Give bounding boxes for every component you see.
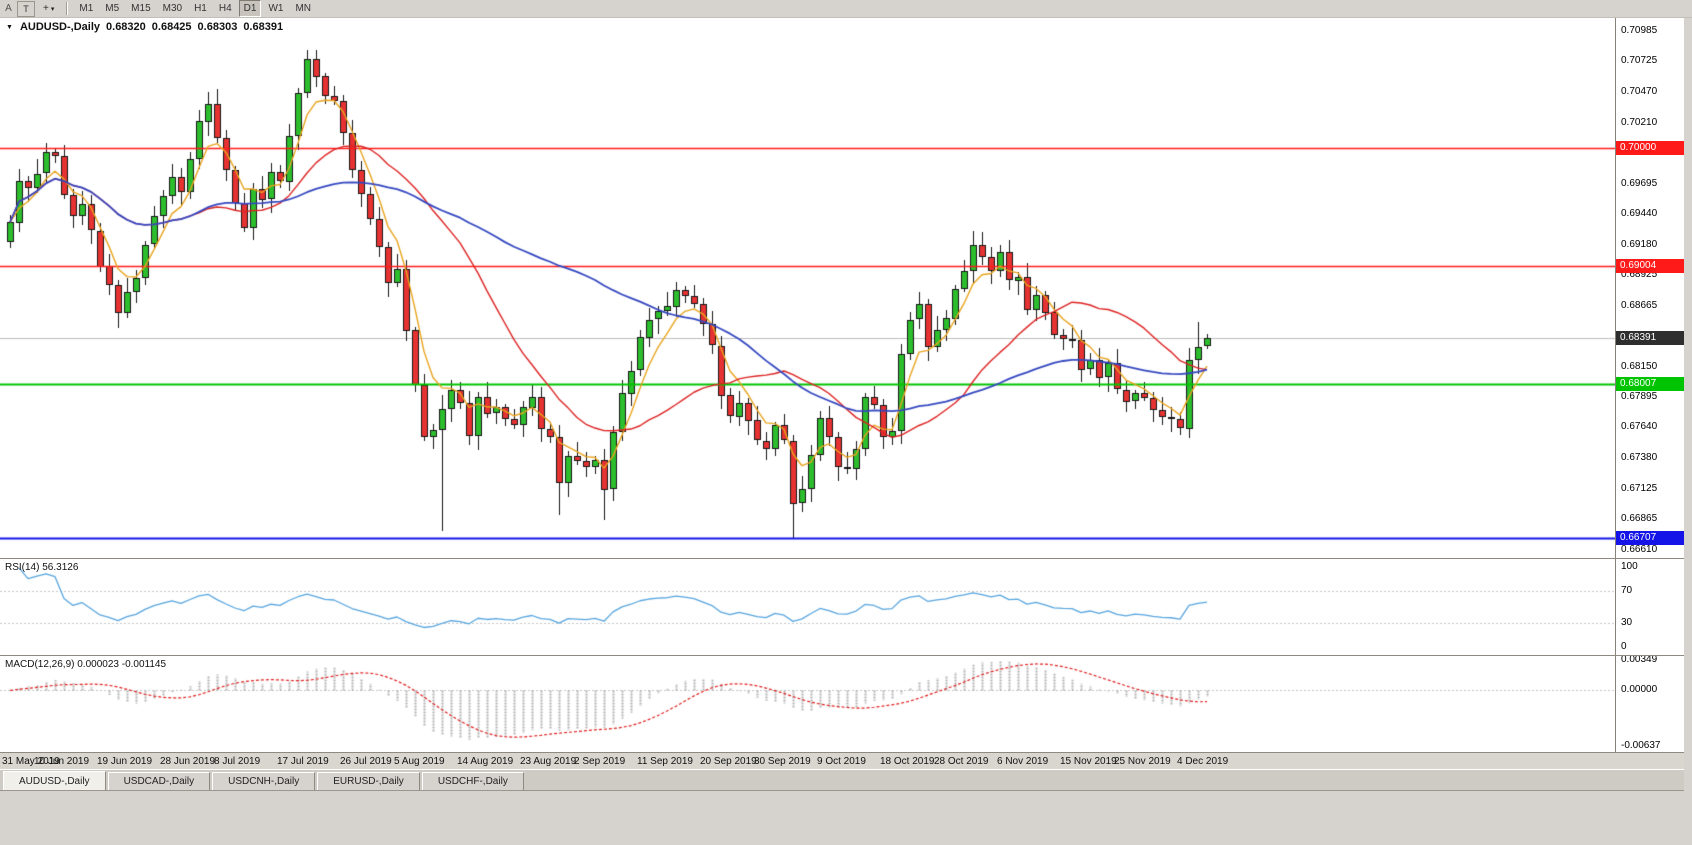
- chart-tab-usdcnh[interactable]: USDCNH-,Daily: [212, 772, 316, 790]
- timeframe-button-m30[interactable]: M30: [162, 3, 183, 14]
- rsi-tick: 30: [1621, 617, 1633, 628]
- price-tick: 0.70210: [1621, 116, 1658, 128]
- crosshair-icon: +: [43, 3, 49, 14]
- ohlc-high: 0.68425: [151, 21, 192, 33]
- rsi-label: RSI(14) 56.3126: [5, 562, 79, 573]
- price-chart-canvas[interactable]: [0, 17, 1616, 558]
- macd-tick: 0.00349: [1621, 655, 1658, 665]
- date-label: 8 Jul 2019: [214, 756, 261, 767]
- price-level-badge: 0.66707: [1616, 531, 1684, 546]
- date-label: 6 Nov 2019: [997, 756, 1049, 767]
- date-label: 30 Sep 2019: [754, 756, 811, 767]
- date-label: 11 Sep 2019: [637, 756, 693, 767]
- date-label: 10 Jun 2019: [34, 756, 90, 767]
- chart-tab-usdcad[interactable]: USDCAD-,Daily: [107, 772, 211, 790]
- date-label: 28 Oct 2019: [934, 756, 989, 767]
- macd-label: MACD(12,26,9) 0.000023 -0.001145: [5, 659, 167, 670]
- date-label: 26 Jul 2019: [340, 756, 392, 767]
- timeframe-button-h4[interactable]: H4: [218, 3, 232, 14]
- price-tick: 0.67895: [1621, 391, 1658, 403]
- price-tick: 0.68665: [1621, 299, 1658, 311]
- main-chart-panel: ▼ AUDUSD-,Daily 0.68320 0.68425 0.68303 …: [0, 17, 1684, 558]
- price-tick: 0.68925: [1621, 269, 1658, 281]
- macd-axis[interactable]: 0.00349 0.00000 -0.00637: [1615, 656, 1684, 753]
- date-label: 2 Sep 2019: [574, 756, 626, 767]
- chart-tab-eurusd[interactable]: EURUSD-,Daily: [317, 772, 420, 790]
- date-label: 15 Nov 2019: [1060, 756, 1117, 767]
- price-axis[interactable]: 0.709850.707250.704700.702100.699550.696…: [1615, 17, 1684, 558]
- chart-symbol-label: AUDUSD-,Daily: [19, 21, 101, 33]
- price-level-badge: 0.68007: [1616, 376, 1684, 391]
- toolbar-button-a[interactable]: A: [5, 3, 12, 14]
- toolbar-button-t[interactable]: T: [17, 0, 35, 17]
- date-label: 31 May 2019: [2, 756, 60, 767]
- date-label: 19 Jun 2019: [97, 756, 153, 767]
- macd-tick: -0.00637: [1621, 740, 1661, 751]
- date-label: 23 Aug 2019: [520, 756, 577, 767]
- chart-tab-audusd[interactable]: AUDUSD-,Daily: [3, 771, 106, 791]
- ohlc-close: 0.68391: [243, 21, 284, 33]
- collapse-triangle-icon[interactable]: ▼: [6, 23, 13, 31]
- price-tick: 0.70725: [1621, 55, 1658, 67]
- chart-tab-usdchf[interactable]: USDCHF-,Daily: [421, 772, 524, 790]
- rsi-axis[interactable]: 100 70 30 0: [1615, 559, 1684, 656]
- rsi-panel: RSI(14) 56.3126 100 70 30 0: [0, 558, 1684, 656]
- price-tick: 0.66610: [1621, 543, 1658, 555]
- price-tick: 0.69695: [1621, 177, 1658, 189]
- date-label: 25 Nov 2019: [1114, 756, 1171, 767]
- price-tick: 0.67640: [1621, 421, 1658, 433]
- toolbar-separator: [66, 2, 68, 15]
- chart-title: ▼ AUDUSD-,Daily 0.68320 0.68425 0.68303 …: [6, 21, 283, 33]
- date-label: 9 Oct 2019: [817, 756, 866, 767]
- price-tick: 0.67125: [1621, 482, 1658, 494]
- cursor-tool-button[interactable]: + ▾: [38, 0, 59, 17]
- price-level-badge: 0.70000: [1616, 140, 1684, 155]
- timeframe-button-h1[interactable]: H1: [194, 3, 207, 14]
- date-label: 18 Oct 2019: [880, 756, 935, 767]
- date-label: 14 Aug 2019: [457, 756, 514, 767]
- right-edge-strip: [1684, 17, 1692, 845]
- chart-tab-bar: AUDUSD-,Daily USDCAD-,Daily USDCNH-,Daily E…: [0, 769, 1686, 791]
- timeframe-button-m1[interactable]: M1: [79, 3, 94, 14]
- timeframe-button-w1[interactable]: W1: [268, 3, 284, 14]
- price-tick: 0.69180: [1621, 238, 1658, 250]
- price-tick: 0.67380: [1621, 452, 1658, 464]
- price-tick: 0.68150: [1621, 360, 1658, 372]
- rsi-tick: 70: [1621, 585, 1633, 596]
- date-label: 20 Sep 2019: [700, 756, 757, 767]
- timeframe-buttons: M1 M5 M15 M30 H1 H4 D1 W1 MN: [73, 0, 317, 17]
- price-tick: 0.70985: [1621, 24, 1658, 36]
- rsi-tick: 0: [1621, 641, 1627, 652]
- macd-tick: 0.00000: [1621, 684, 1658, 696]
- price-tick: 0.70470: [1621, 85, 1658, 97]
- chevron-down-icon: ▾: [50, 5, 55, 13]
- date-label: 4 Dec 2019: [1177, 756, 1229, 767]
- timeframe-button-mn[interactable]: MN: [295, 3, 312, 14]
- ohlc-low: 0.68303: [197, 21, 238, 33]
- date-label: 5 Aug 2019: [394, 756, 445, 767]
- timeframe-button-m5[interactable]: M5: [105, 3, 120, 14]
- macd-canvas[interactable]: [0, 656, 1616, 753]
- date-axis[interactable]: 31 May 2019 10 Jun 2019 19 Jun 2019 28 Jun …: [0, 752, 1684, 770]
- date-label: 17 Jul 2019: [277, 756, 329, 767]
- current-price-badge: 0.68391: [1616, 331, 1684, 346]
- toolbar: A T + ▾ M1 M5 M15 M30 H1 H4 D1 W1 MN: [0, 0, 1692, 18]
- rsi-canvas[interactable]: [0, 559, 1616, 656]
- price-tick: 0.69440: [1621, 207, 1658, 219]
- timeframe-button-d1[interactable]: D1: [238, 0, 262, 17]
- timeframe-button-m15[interactable]: M15: [131, 3, 151, 14]
- rsi-tick: 100: [1621, 561, 1638, 572]
- macd-panel: MACD(12,26,9) 0.000023 -0.001145 0.00349…: [0, 655, 1684, 753]
- price-level-badge: 0.69004: [1616, 258, 1684, 273]
- ohlc-open: 0.68320: [106, 21, 146, 33]
- date-label: 28 Jun 2019: [160, 756, 216, 767]
- price-tick: 0.66865: [1621, 513, 1658, 525]
- status-strip: [0, 790, 1692, 845]
